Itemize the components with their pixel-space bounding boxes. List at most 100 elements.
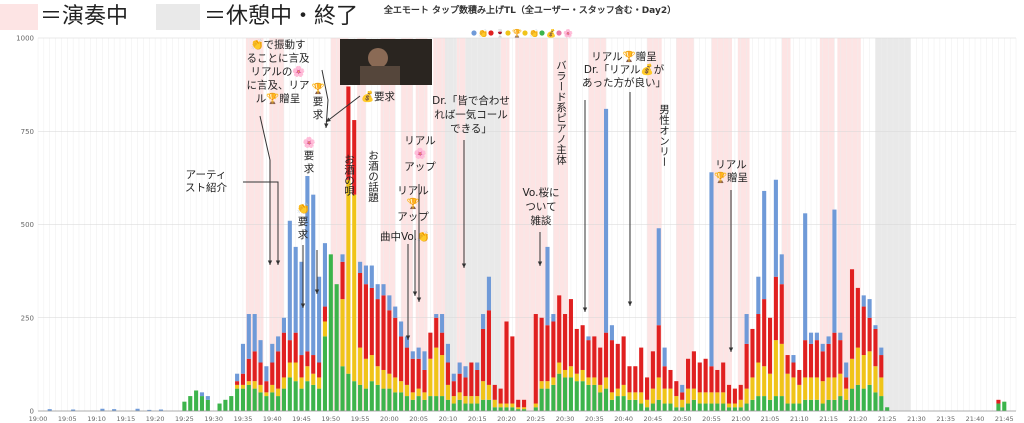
bar-segment-yellow (481, 381, 486, 400)
bar-segment-green (387, 388, 392, 411)
bar-segment-blue (158, 409, 164, 411)
bar-segment-green (522, 409, 527, 411)
bar-segment-yellow (258, 384, 263, 393)
bar-segment-red (844, 377, 849, 389)
bar-segment-green (574, 381, 579, 411)
bar-segment-red (416, 358, 421, 389)
bar-segment-yellow (346, 179, 351, 374)
bar-segment-green (680, 407, 685, 411)
bar-segment-red (270, 362, 275, 385)
bar-segment-red (568, 299, 573, 367)
bar-segment-green (849, 388, 855, 411)
annotation-label: ついて (525, 201, 556, 213)
annotation-label: アップ (404, 161, 436, 173)
annotation-arrow-line (259, 115, 271, 265)
bar-segment-red (399, 336, 404, 382)
bar-segment-red (738, 384, 743, 400)
bar-segment-green (428, 396, 433, 411)
bar-segment-blue (481, 314, 486, 329)
bar-segment-green (855, 384, 860, 411)
bar-segment-red (463, 377, 468, 397)
bar-segment-red (352, 120, 357, 195)
bar-segment-green (305, 381, 310, 411)
bar-segment-red (604, 332, 609, 378)
bar-segment-blue (47, 409, 52, 411)
x-tick-label: 20:50 (673, 415, 692, 423)
annotation-arrow-head (728, 347, 734, 352)
bar-segment-yellow (586, 377, 591, 385)
annotation-label: お酒の話題 (367, 150, 379, 203)
bar-segment-red (440, 332, 445, 356)
x-tick-label: 19:30 (204, 415, 223, 423)
x-tick-label: 20:05 (409, 415, 428, 423)
annotation-label: Dr.「リアル💰が (584, 63, 665, 76)
bar-segment-blue (838, 332, 843, 341)
bar-segment-yellow (803, 377, 808, 400)
bar-segment-yellow (393, 377, 398, 393)
x-tick-label: 20:35 (585, 415, 604, 423)
bar-segment-red (451, 381, 456, 397)
bar-segment-yellow (410, 392, 415, 400)
bar-segment-green (639, 403, 644, 411)
bar-segment-green (685, 403, 691, 411)
bar-segment-red (340, 261, 345, 300)
bar-segment-blue (475, 362, 480, 370)
bar-segment-red (879, 355, 884, 378)
bar-segment-yellow (311, 373, 316, 385)
bar-segment-green (293, 381, 298, 411)
bar-segment-yellow (445, 384, 450, 400)
annotation-arrow-line (243, 181, 279, 265)
bar-segment-yellow (551, 377, 556, 385)
legend-emote-label: 🏆 (512, 28, 522, 38)
bar-segment-yellow (539, 381, 544, 389)
x-tick-label: 19:05 (58, 415, 77, 423)
x-tick-label: 21:10 (790, 415, 809, 423)
annotation-label: スト紹介 (185, 181, 227, 194)
bar-segment-blue (410, 351, 415, 359)
x-tick-label: 19:45 (292, 415, 311, 423)
bar-segment-green (1002, 401, 1007, 411)
bar-segment-yellow (615, 388, 620, 397)
bar-segment-green (393, 392, 398, 411)
bar-segment-yellow (721, 392, 726, 404)
annotation-label: Dr.「皆で合わせ (432, 94, 510, 107)
x-tick-label: 20:30 (556, 415, 575, 423)
y-tick-label: 500 (21, 221, 34, 229)
bar-segment-yellow (685, 388, 691, 404)
bar-segment-blue (779, 254, 784, 285)
bar-segment-green (188, 396, 193, 411)
bar-segment-yellow (879, 377, 884, 397)
annotation-label: あった方が良い」 (582, 76, 666, 89)
bar-segment-yellow (510, 403, 515, 408)
bar-segment-red (281, 332, 287, 378)
bar-segment-red (639, 347, 644, 393)
bar-segment-red (685, 358, 691, 389)
bar-segment-yellow (363, 358, 369, 389)
bar-segment-green (363, 388, 369, 411)
annotation-label: 👏で振動す (250, 38, 305, 51)
annotation-arrow-head (405, 335, 411, 340)
bar-segment-yellow (369, 355, 374, 382)
x-tick-label: 21:20 (849, 415, 868, 423)
bar-segment-yellow (680, 399, 685, 408)
bar-segment-red (369, 287, 374, 356)
bar-segment-yellow (867, 351, 872, 385)
bar-segment-green (615, 396, 620, 411)
y-tick-label: 0 (30, 408, 34, 416)
bar-segment-red (428, 332, 433, 359)
bar-segment-yellow (627, 392, 632, 400)
x-tick-label: 21:35 (936, 415, 955, 423)
bar-segment-green (750, 399, 755, 411)
bar-segment-green (808, 399, 814, 411)
bar-segment-blue (235, 373, 240, 382)
bar-segment-blue (662, 347, 667, 367)
bar-segment-blue (656, 228, 661, 326)
bar-segment-yellow (246, 381, 251, 385)
bar-segment-blue (399, 321, 404, 337)
bar-segment-yellow (457, 392, 462, 400)
bar-segment-red (832, 332, 837, 378)
bar-segment-yellow (293, 362, 298, 382)
bar-segment-red (668, 369, 673, 389)
bar-segment-green (832, 399, 837, 411)
x-tick-label: 20:25 (526, 415, 545, 423)
